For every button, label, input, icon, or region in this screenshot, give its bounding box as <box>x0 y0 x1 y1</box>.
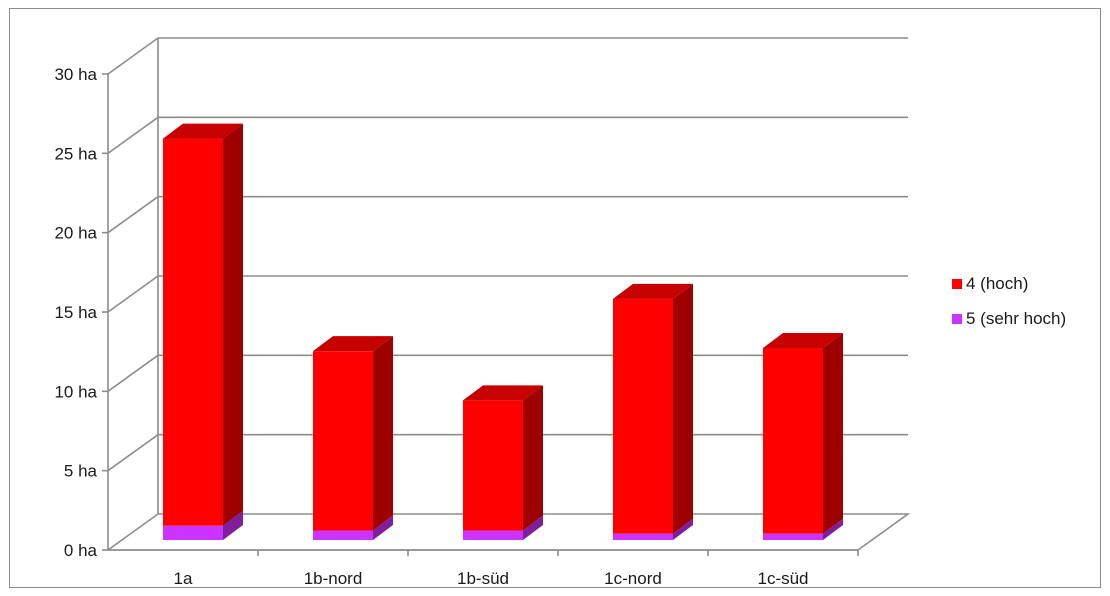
bar-sehr-hoch <box>763 518 843 540</box>
bar-hoch <box>613 283 693 534</box>
bar-front <box>613 298 673 534</box>
gridline-diagonal <box>107 275 159 313</box>
bar-hoch <box>313 336 393 531</box>
bar-side <box>673 283 693 534</box>
y-tick-label: 15 ha <box>54 303 97 322</box>
bar-side <box>823 518 843 540</box>
x-axis-ticks: 1a 1b-nord 1b-süd 1c-nord 1c-süd <box>174 550 859 588</box>
legend-swatch <box>952 279 962 289</box>
y-tick-label: 5 ha <box>64 462 98 481</box>
bar-front <box>463 400 523 531</box>
bar-top <box>763 333 843 349</box>
gridline-diagonal <box>107 434 159 472</box>
legend-label: 4 (hoch) <box>966 274 1028 293</box>
bar-side <box>523 385 543 531</box>
x-tick-label: 1c-süd <box>757 569 808 588</box>
bars <box>163 123 843 540</box>
x-tick-label: 1a <box>174 569 193 588</box>
y-tick-label: 25 ha <box>54 144 97 163</box>
bar-sehr-hoch <box>163 510 243 540</box>
gridline-diagonal <box>107 116 159 154</box>
legend-label: 5 (sehr hoch) <box>966 309 1066 328</box>
x-tick-label: 1c-nord <box>604 569 662 588</box>
y-tick-label: 30 ha <box>54 65 97 84</box>
legend: 4 (hoch) 5 (sehr hoch) <box>952 274 1066 328</box>
x-tick-label: 1b-süd <box>457 569 509 588</box>
bar-sehr-hoch <box>613 518 693 540</box>
bar-front <box>463 530 523 540</box>
x-tick-label: 1b-nord <box>304 569 363 588</box>
bar-top <box>463 385 543 401</box>
bar-front <box>313 530 373 540</box>
bar-top <box>613 283 693 299</box>
bar-hoch <box>463 385 543 531</box>
bar-side <box>373 515 393 540</box>
y-tick-label: 10 ha <box>54 382 97 401</box>
bar-side <box>223 510 243 540</box>
bar-front <box>313 351 373 531</box>
bar-side <box>373 336 393 531</box>
bar-hoch <box>163 123 243 526</box>
legend-swatch <box>952 314 962 324</box>
y-axis-ticks: 0 ha 5 ha 10 ha 15 ha 20 ha 25 ha 30 ha <box>54 65 108 560</box>
bar-sehr-hoch <box>313 515 393 540</box>
bar-front <box>613 533 673 540</box>
bar-front <box>763 533 823 540</box>
gridline-diagonal <box>107 37 159 75</box>
bar-front <box>163 525 223 540</box>
gridline-diagonal <box>107 354 159 392</box>
bar-side <box>523 515 543 540</box>
bar-side <box>673 518 693 540</box>
y-tick-label: 20 ha <box>54 224 97 243</box>
bar-hoch <box>763 333 843 534</box>
bar-sehr-hoch <box>463 515 543 540</box>
bar-top <box>313 336 393 352</box>
y-tick-label: 0 ha <box>64 541 98 560</box>
bar-side <box>823 333 843 534</box>
bar-front <box>763 348 823 534</box>
gridline-diagonal <box>107 196 159 234</box>
bar-top <box>163 123 243 139</box>
bar-front <box>163 138 223 526</box>
bar-side <box>223 123 243 526</box>
